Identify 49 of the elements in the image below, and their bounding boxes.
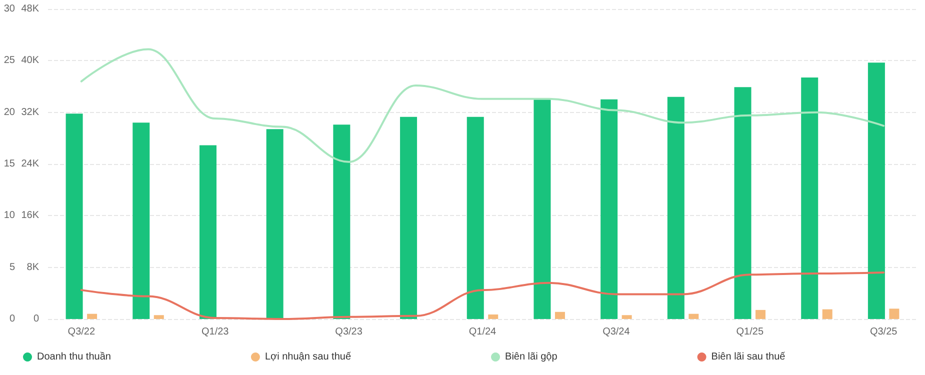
bar [266, 129, 284, 319]
bar [889, 308, 900, 319]
bar [534, 98, 551, 319]
bar [132, 122, 150, 319]
y2-tick-label: 32K [21, 106, 40, 118]
legend-label: Doanh thu thuần [37, 352, 111, 362]
y-tick-label: 15 [4, 158, 16, 170]
bar [488, 314, 498, 319]
y2-tick-label: 8K [26, 262, 40, 273]
x-tick-label: Q1/23 [201, 326, 230, 338]
legend-label: Lợi nhuận sau thuế [264, 352, 352, 362]
bar [756, 310, 766, 319]
bar [868, 62, 885, 319]
bar [822, 309, 832, 319]
bar [622, 315, 632, 319]
legend-label: Biên lãi gộp [505, 352, 558, 362]
y-tick-label: 20 [4, 106, 16, 118]
bar [801, 77, 818, 319]
x-tick-label: Q3/24 [602, 326, 630, 338]
y2-tick-label: 40K [21, 55, 40, 66]
y-tick-label: 5 [9, 262, 16, 273]
x-tick-label: Q3/22 [68, 326, 96, 338]
bar [154, 315, 164, 319]
bar [333, 124, 350, 319]
y-tick-label: 10 [4, 210, 16, 222]
bar [600, 99, 618, 319]
y2-tick-label: 16K [21, 210, 40, 222]
bar [734, 87, 752, 319]
bar [87, 314, 98, 319]
y-tick-label: 25 [4, 55, 16, 66]
bar [688, 314, 699, 319]
y-tick-label: 30 [4, 4, 16, 14]
legend-label: Biên lãi sau thuế [711, 352, 786, 362]
y-tick-label: 0 [9, 314, 16, 324]
bar [466, 116, 484, 319]
bar [66, 114, 83, 319]
y2-tick-label: 0 [33, 314, 40, 324]
line-series [80, 272, 885, 320]
line-series [80, 48, 885, 163]
x-tick-label: Q3/25 [870, 326, 898, 338]
x-tick-label: Q1/24 [468, 326, 497, 338]
bar [400, 116, 418, 319]
bar [667, 96, 684, 319]
x-tick-label: Q3/23 [335, 326, 363, 338]
y2-tick-label: 48K [21, 4, 40, 14]
bar [199, 145, 216, 319]
bar [554, 312, 565, 319]
y2-tick-label: 24K [21, 158, 40, 170]
x-tick-label: Q1/25 [736, 326, 764, 338]
